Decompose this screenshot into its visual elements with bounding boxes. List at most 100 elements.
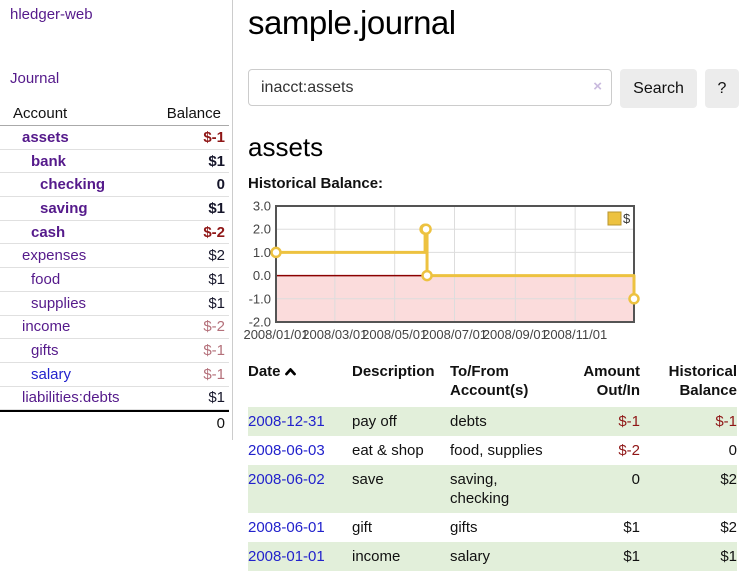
help-button[interactable]: ? xyxy=(705,69,739,108)
account-link[interactable]: expenses xyxy=(22,247,87,265)
transaction-row: 2008-06-01 gift gifts $1 $2 xyxy=(248,513,737,542)
amount-column-header: Amount Out/In xyxy=(560,362,640,407)
x-tick-label: 2008/09/01 xyxy=(483,327,548,342)
transaction-amount: $1 xyxy=(623,519,640,536)
account-row: liabilities:debts $1 xyxy=(0,387,229,411)
page-title: sample.journal xyxy=(248,4,456,41)
transaction-amount: $-1 xyxy=(560,407,640,436)
account-balance: $-2 xyxy=(203,318,225,336)
transaction-date-link[interactable]: 2008-06-01 xyxy=(248,519,325,536)
account-balance: $-1 xyxy=(203,128,225,146)
account-link[interactable]: food xyxy=(31,270,61,288)
transaction-accounts: debts xyxy=(450,407,560,436)
x-tick-label: 2008/03/01 xyxy=(302,327,367,342)
clear-search-icon[interactable]: × xyxy=(593,78,602,95)
account-link[interactable]: bank xyxy=(31,152,67,170)
account-row: checking 0 xyxy=(0,173,229,198)
transaction-accounts: saving, checking xyxy=(450,465,560,513)
search-bar: × Search ? xyxy=(248,69,739,108)
transaction-amount: $1 xyxy=(560,542,640,571)
y-tick-label: 3.0 xyxy=(253,199,271,214)
balance-header-line1: Historical xyxy=(668,363,737,380)
y-tick-label: 0.0 xyxy=(253,268,271,283)
transaction-balance: $1 xyxy=(640,542,737,571)
account-row: supplies $1 xyxy=(0,292,229,316)
y-tick-label: -2.0 xyxy=(249,315,271,330)
account-row: salary $-1 xyxy=(0,363,229,387)
transaction-accounts: food, supplies xyxy=(450,442,543,459)
accounts-header-line1: To/From xyxy=(450,363,509,380)
balance-column-header-main: Historical Balance xyxy=(640,362,737,407)
account-link[interactable]: salary xyxy=(31,365,72,383)
account-link[interactable]: liabilities:debts xyxy=(22,389,120,407)
transaction-row: 2008-01-01 income salary $1 $1 xyxy=(248,542,737,571)
transaction-description: income xyxy=(352,542,450,571)
x-tick-label: 2008/07/01 xyxy=(422,327,487,342)
transaction-balance: $-1 xyxy=(640,407,737,436)
chart-canvas: $3.0 2.0 1.0 0.0 -1.0 -2.02008/01/012008/03/0… xyxy=(243,199,640,342)
account-row: income $-2 xyxy=(0,316,229,340)
account-link[interactable]: supplies xyxy=(31,294,87,312)
data-point-marker xyxy=(420,223,432,235)
data-point-marker xyxy=(270,246,282,259)
account-link[interactable]: assets xyxy=(22,128,69,146)
account-link[interactable]: checking xyxy=(40,176,106,194)
transaction-date-link[interactable]: 2008-06-03 xyxy=(248,442,325,459)
account-row: gifts $-1 xyxy=(0,339,229,363)
sort-chevron-up-icon xyxy=(284,368,296,376)
account-row: saving $1 xyxy=(0,197,229,221)
account-balance: $1 xyxy=(208,294,225,312)
sidebar-item-journal[interactable]: Journal xyxy=(10,70,60,87)
balance-column-header: Balance xyxy=(166,105,221,122)
amount-header-line2: Out/In xyxy=(596,382,640,399)
transactions-header-row: Date Description To/From Account(s) Amou… xyxy=(248,362,737,407)
plot-border xyxy=(275,205,635,323)
account-row: assets $-1 xyxy=(0,126,229,150)
accounts-column-header: To/From Account(s) xyxy=(450,362,560,407)
description-column-header: Description xyxy=(352,363,435,380)
transaction-row: 2008-12-31 pay off debts $-1 $-1 xyxy=(248,407,737,436)
account-balance: $1 xyxy=(208,199,225,217)
transactions-table: Date Description To/From Account(s) Amou… xyxy=(248,362,737,571)
account-row: expenses $2 xyxy=(0,244,229,269)
transaction-amount: $-2 xyxy=(618,442,640,459)
legend-label: $ xyxy=(623,211,631,226)
accounts-total-value: 0 xyxy=(216,414,225,432)
legend-swatch xyxy=(607,211,622,226)
account-balance: $2 xyxy=(208,247,225,265)
transaction-accounts: gifts xyxy=(450,519,478,536)
search-input[interactable] xyxy=(248,69,612,106)
account-link[interactable]: saving xyxy=(40,199,88,217)
transaction-date-link[interactable]: 2008-01-01 xyxy=(248,548,325,565)
date-column-header[interactable]: Date xyxy=(248,362,352,407)
x-tick-label: 2008/05/01 xyxy=(362,327,427,342)
transaction-balance: $2 xyxy=(720,519,737,536)
account-balance: $1 xyxy=(208,389,225,407)
transaction-date-link[interactable]: 2008-06-02 xyxy=(248,471,325,488)
balance-header-line2: Balance xyxy=(679,382,737,399)
chart-title: Historical Balance: xyxy=(248,175,384,192)
transaction-accounts: salary xyxy=(450,542,560,571)
account-row: cash $-2 xyxy=(0,221,229,245)
amount-header-line1: Amount xyxy=(583,363,640,380)
account-balance: $-1 xyxy=(203,342,225,360)
account-balance: 0 xyxy=(216,176,225,194)
transaction-row: 2008-06-02 save saving, checking 0 $2 xyxy=(248,465,737,513)
account-balance: $-1 xyxy=(203,365,225,383)
account-link[interactable]: cash xyxy=(31,223,66,241)
date-header-label: Date xyxy=(248,363,281,380)
account-link[interactable]: income xyxy=(22,318,71,336)
account-row: food $1 xyxy=(0,268,229,292)
app-title-link[interactable]: hledger-web xyxy=(10,6,93,23)
y-tick-label: 2.0 xyxy=(253,222,271,237)
x-tick-label: 2008/01/01 xyxy=(243,327,308,342)
transaction-row: 2008-06-03 eat & shop food, supplies $-2 0 xyxy=(248,436,737,465)
account-balance: $1 xyxy=(208,152,225,170)
transaction-description: gift xyxy=(352,519,373,536)
accounts-header-line2: Account(s) xyxy=(450,382,529,399)
transaction-date-link[interactable]: 2008-12-31 xyxy=(248,413,325,430)
search-button[interactable]: Search xyxy=(620,69,697,108)
account-link[interactable]: gifts xyxy=(31,342,59,360)
account-column-header: Account xyxy=(13,105,68,122)
account-heading: assets xyxy=(248,132,324,162)
